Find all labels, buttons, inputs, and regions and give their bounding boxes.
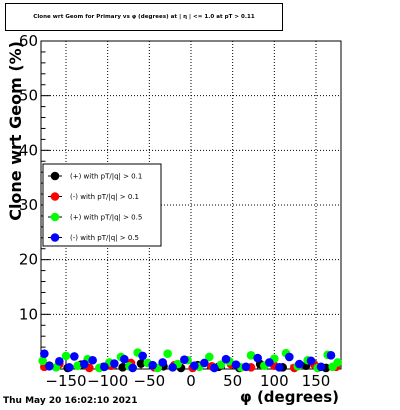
data-point xyxy=(148,360,157,370)
y-tick-label: 10 xyxy=(19,305,38,323)
legend-label: (-) with pT/|q| > 0.1 xyxy=(70,193,139,201)
x-tick-label: −100 xyxy=(87,372,128,390)
data-point xyxy=(110,359,119,368)
data-point xyxy=(231,360,241,369)
data-point xyxy=(216,360,226,369)
data-point xyxy=(168,363,177,372)
data-point xyxy=(246,351,256,360)
data-point xyxy=(136,359,146,368)
data-point xyxy=(55,357,64,366)
data-point xyxy=(205,352,214,362)
data-point xyxy=(275,363,284,372)
chart-title-box: Clone wrt Geom for Primary vs φ (degrees… xyxy=(5,3,283,31)
data-point xyxy=(295,359,304,369)
data-point xyxy=(128,363,137,373)
data-point xyxy=(306,356,316,366)
data-point xyxy=(65,363,74,372)
data-point xyxy=(120,354,129,364)
grid-lines xyxy=(41,41,341,369)
x-tick-label: −150 xyxy=(45,372,86,390)
data-point xyxy=(100,362,109,372)
x-tick-label: −50 xyxy=(134,372,166,390)
data-point xyxy=(138,351,147,361)
axis-tick-labels: −150 −100 −50 0 50 100 150 10 20 30 40 50 60 xyxy=(19,32,330,390)
x-tick-label: 100 xyxy=(260,372,289,390)
data-point xyxy=(190,361,199,371)
data-point xyxy=(328,362,337,372)
data-point xyxy=(73,361,82,371)
legend-marker xyxy=(50,171,60,181)
x-tick-label: 150 xyxy=(302,372,331,390)
timestamp: Thu May 20 16:02:10 2021 xyxy=(3,396,138,406)
legend-label: (+) with pT/|q| > 0.5 xyxy=(70,214,142,222)
data-point xyxy=(70,352,79,361)
y-axis-label: Clone wrt Geom (%) xyxy=(6,41,25,221)
y-tick-label: 60 xyxy=(19,32,38,50)
data-point xyxy=(118,363,127,372)
legend-marker xyxy=(50,212,60,222)
data-point xyxy=(241,362,251,372)
legend-label: (+) with pT/|q| > 0.1 xyxy=(70,173,142,181)
x-axis-label: φ (degrees) xyxy=(240,388,339,406)
y-tick-label: 20 xyxy=(19,251,38,269)
data-points xyxy=(38,348,342,373)
data-point xyxy=(38,356,47,366)
y-tick-label: 30 xyxy=(19,196,38,214)
legend-box xyxy=(42,163,162,247)
data-point xyxy=(88,355,97,365)
y-tick-label: 40 xyxy=(19,141,38,159)
chart-title: Clone wrt Geom for Primary vs φ (degrees… xyxy=(33,14,255,20)
data-point xyxy=(265,358,274,367)
data-point xyxy=(221,354,231,364)
data-point xyxy=(61,351,71,361)
legend-marker xyxy=(50,192,60,201)
data-point xyxy=(180,355,189,365)
data-point xyxy=(326,351,336,360)
y-tick-label: 50 xyxy=(19,87,38,105)
data-point xyxy=(285,352,294,362)
data-point xyxy=(200,358,209,368)
data-point xyxy=(45,361,54,371)
data-point xyxy=(253,353,262,363)
data-point xyxy=(40,349,49,358)
data-point xyxy=(158,358,167,367)
legend-label: (-) with pT/|q| > 0.5 xyxy=(70,234,139,242)
data-point xyxy=(80,359,89,369)
x-tick-label: 0 xyxy=(186,372,196,390)
data-point xyxy=(163,349,172,358)
data-point xyxy=(210,363,219,373)
x-tick-label: 50 xyxy=(223,372,242,390)
data-point xyxy=(316,362,326,372)
legend: (+) with pT/|q| > 0.1 (-) with pT/|q| > 0… xyxy=(42,163,162,247)
legend-marker xyxy=(50,233,60,242)
